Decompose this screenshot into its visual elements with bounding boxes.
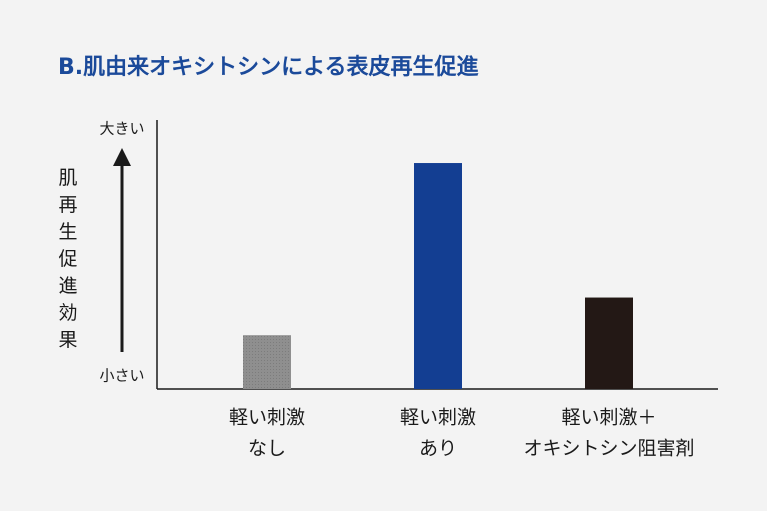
x-tick-label: 軽い刺激＋ bbox=[561, 407, 656, 429]
x-tick-label: オキシトシン阻害剤 bbox=[523, 438, 694, 460]
y-high-label: 大きい bbox=[99, 120, 144, 138]
arrow-head bbox=[113, 148, 131, 166]
bar bbox=[585, 297, 633, 389]
y-low-label: 小さい bbox=[99, 367, 144, 385]
x-tick-label: あり bbox=[419, 438, 457, 460]
x-tick-label: 軽い刺激 bbox=[400, 407, 476, 429]
bar bbox=[243, 335, 291, 389]
y-axis-label: 肌再生促進効果 bbox=[58, 167, 77, 351]
chart-title: B.肌由来オキシトシンによる表皮再生促進 bbox=[58, 54, 478, 80]
x-tick-label: 軽い刺激 bbox=[229, 407, 305, 429]
x-tick-label: なし bbox=[248, 438, 286, 460]
bar bbox=[414, 163, 462, 389]
